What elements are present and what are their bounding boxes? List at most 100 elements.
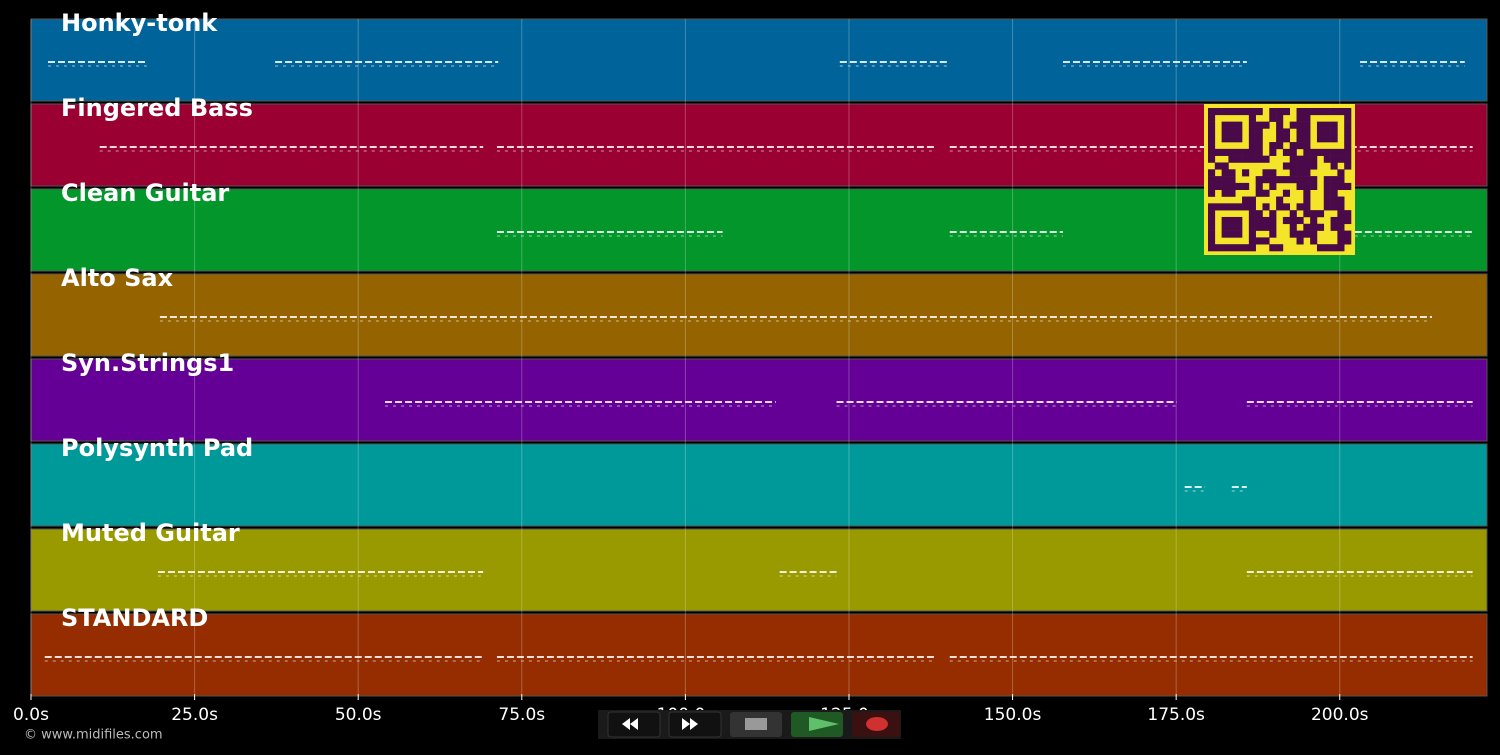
track-lane bbox=[30, 18, 1488, 102]
qr-module bbox=[1330, 203, 1338, 211]
qr-module bbox=[1208, 128, 1216, 136]
qr-module bbox=[1221, 182, 1229, 191]
qr-module bbox=[1276, 142, 1284, 150]
qr-module bbox=[1310, 210, 1318, 218]
qr-module bbox=[1344, 230, 1352, 238]
qr-module bbox=[1248, 237, 1256, 245]
qr-module bbox=[1228, 169, 1236, 177]
qr-module bbox=[1269, 176, 1277, 184]
qr-module bbox=[1330, 135, 1338, 143]
time-axis: Honky-tonk Fingered Bass Clean Guitar Alto … bbox=[13, 9, 1369, 725]
qr-module bbox=[1276, 114, 1284, 122]
qr-module bbox=[1316, 223, 1325, 231]
qr-module bbox=[1235, 244, 1243, 252]
qr-module bbox=[1276, 176, 1284, 184]
qr-module bbox=[1323, 203, 1331, 211]
qr-module bbox=[1337, 169, 1345, 177]
qr-module bbox=[1255, 155, 1263, 163]
forward-icon bbox=[682, 718, 698, 730]
qr-module bbox=[1337, 148, 1345, 156]
qr-module bbox=[1269, 223, 1277, 231]
qr-module bbox=[1303, 182, 1311, 191]
qr-module bbox=[1323, 182, 1331, 191]
qr-module bbox=[1330, 128, 1338, 136]
qr-module bbox=[1310, 155, 1318, 163]
qr-module bbox=[1228, 203, 1236, 211]
qr-module bbox=[1296, 121, 1304, 129]
qr-module bbox=[1248, 203, 1256, 211]
qr-module bbox=[1269, 108, 1277, 116]
qr-module bbox=[1282, 203, 1291, 211]
qr-module bbox=[1214, 176, 1222, 184]
qr-module bbox=[1344, 216, 1352, 225]
qr-module bbox=[1208, 244, 1216, 252]
qr-module bbox=[1303, 169, 1311, 177]
qr-module bbox=[1323, 135, 1331, 143]
qr-module bbox=[1255, 128, 1263, 136]
qr-module bbox=[1323, 108, 1331, 116]
qr-module bbox=[1248, 128, 1256, 136]
qr-module bbox=[1310, 148, 1318, 156]
qr-module bbox=[1303, 142, 1311, 150]
qr-module bbox=[1289, 121, 1297, 129]
qr-module bbox=[1344, 108, 1352, 116]
qr-module bbox=[1248, 196, 1256, 204]
qr-module bbox=[1303, 135, 1311, 143]
qr-module bbox=[1208, 121, 1216, 129]
qr-module bbox=[1255, 108, 1263, 116]
qr-module bbox=[1221, 216, 1229, 225]
qr-module bbox=[1248, 244, 1256, 252]
qr-module bbox=[1310, 237, 1318, 245]
qr-module bbox=[1296, 108, 1304, 116]
qr-module bbox=[1282, 216, 1291, 225]
qr-module bbox=[1208, 189, 1216, 197]
qr-module bbox=[1255, 176, 1263, 184]
qr-module bbox=[1214, 244, 1222, 252]
qr-code bbox=[1204, 104, 1355, 255]
qr-module bbox=[1235, 121, 1243, 129]
qr-module bbox=[1310, 176, 1318, 184]
qr-module bbox=[1248, 223, 1256, 231]
qr-module bbox=[1221, 135, 1229, 143]
qr-module bbox=[1303, 230, 1311, 238]
qr-module bbox=[1262, 223, 1270, 231]
qr-module bbox=[1337, 230, 1345, 238]
qr-module bbox=[1337, 244, 1345, 252]
qr-module bbox=[1296, 114, 1304, 122]
qr-module bbox=[1316, 121, 1325, 129]
qr-module bbox=[1214, 108, 1222, 116]
qr-module bbox=[1289, 142, 1297, 150]
qr-module bbox=[1310, 216, 1318, 225]
track-lane bbox=[30, 443, 1488, 527]
track-name: Polysynth Pad bbox=[61, 434, 253, 462]
qr-module bbox=[1228, 223, 1236, 231]
qr-module bbox=[1323, 196, 1331, 204]
track-lane bbox=[30, 273, 1488, 357]
qr-module bbox=[1208, 230, 1216, 238]
qr-module bbox=[1269, 182, 1277, 191]
qr-module bbox=[1310, 223, 1318, 231]
qr-module bbox=[1248, 108, 1256, 116]
qr-module bbox=[1282, 176, 1291, 184]
qr-module bbox=[1228, 148, 1236, 156]
x-tick-label: 150.0s bbox=[984, 705, 1042, 725]
qr-module bbox=[1330, 121, 1338, 129]
qr-module bbox=[1289, 155, 1297, 163]
qr-module bbox=[1262, 121, 1270, 129]
qr-module bbox=[1323, 176, 1331, 184]
qr-module bbox=[1296, 135, 1304, 143]
qr-module bbox=[1323, 189, 1331, 197]
qr-module bbox=[1289, 210, 1297, 218]
qr-module bbox=[1276, 135, 1284, 143]
qr-module bbox=[1221, 244, 1229, 252]
qr-module bbox=[1248, 210, 1256, 218]
qr-module bbox=[1221, 108, 1229, 116]
qr-module bbox=[1303, 114, 1311, 122]
qr-module bbox=[1221, 169, 1229, 177]
qr-module bbox=[1262, 155, 1270, 163]
rewind-icon bbox=[622, 718, 638, 730]
qr-module bbox=[1248, 135, 1256, 143]
qr-module bbox=[1337, 216, 1345, 225]
qr-module bbox=[1303, 148, 1311, 156]
qr-module bbox=[1248, 114, 1256, 122]
